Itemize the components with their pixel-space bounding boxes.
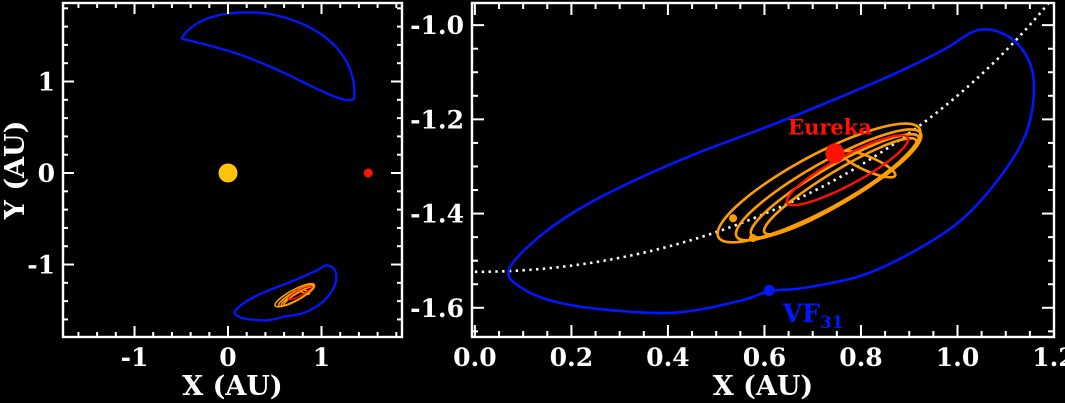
right-x-axis-title: X (AU)	[713, 371, 813, 402]
sun-marker	[218, 163, 238, 183]
orange-dot-2	[748, 234, 757, 243]
eureka-libration-loops-2	[280, 284, 315, 307]
y-tick-label: 0	[38, 159, 55, 188]
x-tick-label: 0.6	[743, 343, 787, 372]
x-tick-label: 0	[219, 343, 236, 372]
left-x-axis-title: X (AU)	[182, 371, 282, 402]
vf31-label: VF31	[782, 299, 844, 333]
eureka-orbit-red-loop-0	[287, 285, 313, 301]
right-ticks	[472, 3, 1055, 337]
eureka-libration-loops-3	[762, 136, 918, 236]
y-tick-label: -1.2	[410, 105, 464, 134]
left-ticks	[63, 3, 402, 337]
mars-marker	[363, 168, 373, 178]
x-tick-label: 0.0	[453, 343, 497, 372]
y-tick-label: -1	[27, 251, 55, 280]
x-tick-label: 0.2	[550, 343, 594, 372]
eureka-orbit-red-loop-0	[785, 134, 910, 207]
right-panel: Eureka VF31 0.0 0.2 0.4 0.6 0.8 1.0 1.2 -1.6 -1.4 -…	[410, 1, 1065, 402]
left-y-axis-title: Y (AU)	[0, 121, 31, 221]
y-tick-label: -1.4	[410, 200, 464, 229]
x-tick-label: 1.0	[936, 343, 980, 372]
right-axes-frame	[470, 1, 1056, 339]
orange-dot-1	[729, 214, 738, 223]
x-tick-label: 0.8	[839, 343, 883, 372]
left-plot-area	[180, 11, 373, 322]
left-panel: -1 0 1 -1 0 1 X (AU) Y (AU)	[0, 1, 404, 402]
x-tick-label: 1	[313, 343, 330, 372]
y-tick-label: -1.0	[410, 11, 464, 40]
mars-orbit-dotted-curve	[474, 3, 1051, 274]
vf31-marker	[763, 284, 775, 296]
eureka-label: Eureka	[788, 114, 872, 139]
y-tick-label: 1	[38, 68, 55, 97]
left-axes-frame	[61, 1, 404, 339]
l4-tadpole-curve	[180, 11, 356, 102]
eureka-marker	[825, 143, 845, 164]
x-tick-label: 1.2	[1032, 343, 1065, 372]
right-plot-area: Eureka VF31	[474, 3, 1051, 333]
l5-tadpole-curve	[233, 264, 338, 322]
y-tick-label: -1.6	[410, 294, 464, 323]
x-tick-label: -1	[121, 343, 149, 372]
x-tick-label: 0.4	[646, 343, 690, 372]
vf31-tadpole-curve	[506, 28, 1036, 315]
eureka-libration-loops-0	[716, 122, 922, 244]
